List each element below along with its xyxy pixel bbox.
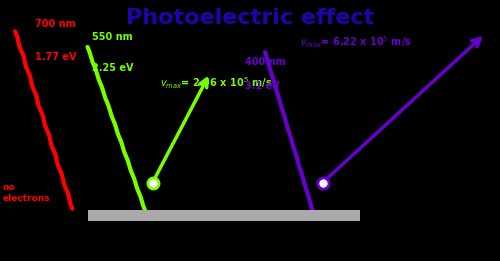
Text: 400 nm: 400 nm: [245, 57, 286, 67]
Text: 2.25 eV: 2.25 eV: [92, 63, 134, 73]
Text: 3.1 eV: 3.1 eV: [245, 81, 280, 91]
Text: $v_{max}$= 2.96 x 10$^5$ m/s: $v_{max}$= 2.96 x 10$^5$ m/s: [160, 76, 272, 91]
Text: 700 nm: 700 nm: [35, 19, 76, 29]
Text: no
electrons: no electrons: [2, 183, 50, 203]
Text: Photoelectric effect: Photoelectric effect: [126, 8, 374, 28]
Text: 1.77 eV: 1.77 eV: [35, 52, 76, 62]
Bar: [88, 210, 360, 221]
Text: 550 nm: 550 nm: [92, 32, 133, 42]
Text: $v_{max}$= 6.22 x 10$^5$ m/s: $v_{max}$= 6.22 x 10$^5$ m/s: [300, 34, 412, 50]
